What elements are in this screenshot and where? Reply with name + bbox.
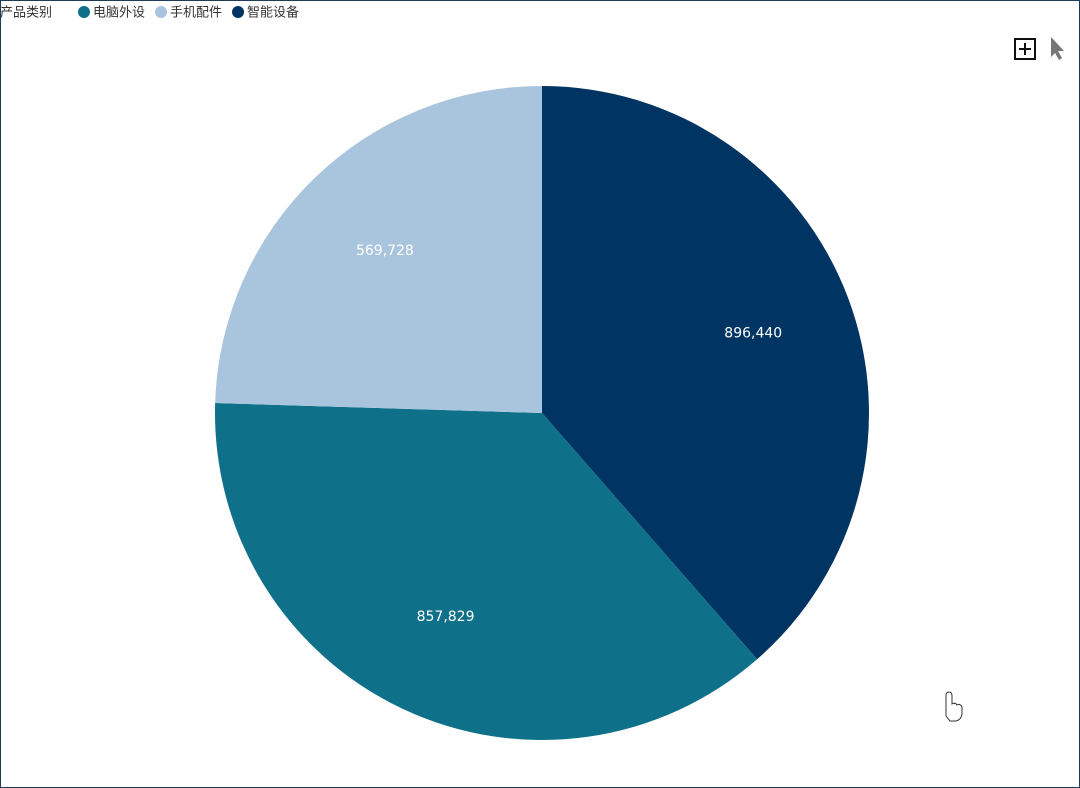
legend-marker	[155, 6, 168, 18]
slice	[542, 86, 870, 660]
legend-marker	[78, 6, 90, 18]
data-label: 569,728	[356, 243, 414, 259]
slice	[215, 403, 758, 740]
legend-title: 产品类别	[0, 6, 52, 21]
legend-label: 手机配件	[170, 6, 222, 21]
pointer-icon[interactable]	[1051, 37, 1064, 60]
toolbar[interactable]	[1014, 37, 1064, 60]
legend-marker	[232, 6, 245, 18]
hand-cursor	[945, 691, 963, 722]
focus-icon[interactable]	[1014, 38, 1036, 60]
data-label: 896,440	[724, 326, 782, 342]
slice	[215, 86, 543, 413]
legend: 产品类别 电脑外设 手机配件 智能设备	[0, 5, 299, 21]
legend-label: 智能设备	[247, 5, 299, 21]
focus-icon-plus	[1019, 43, 1031, 55]
pie: 896,440 857,829 569,728	[215, 86, 870, 740]
data-label: 857,829	[417, 609, 475, 625]
legend-label: 电脑外设	[93, 6, 145, 21]
